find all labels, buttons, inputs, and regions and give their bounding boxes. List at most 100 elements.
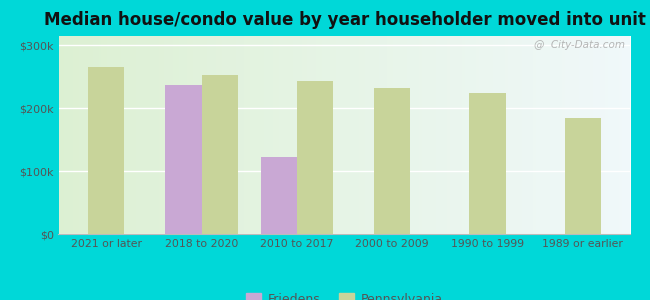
Bar [185,36,187,234]
Bar [147,36,150,234]
Bar [227,36,230,234]
Bar [104,36,107,234]
Bar [576,36,579,234]
Bar [402,36,404,234]
Bar [508,36,510,234]
Bar [622,36,625,234]
Bar [433,36,436,234]
Bar [204,36,207,234]
Bar [519,36,522,234]
Bar [136,36,138,234]
Bar [196,36,199,234]
Bar [90,36,93,234]
Bar [259,36,261,234]
Bar [253,36,256,234]
Bar [582,36,585,234]
Bar [213,36,216,234]
Bar [222,36,224,234]
Bar [296,36,299,234]
Bar [390,36,393,234]
Bar [447,36,450,234]
Bar [410,36,413,234]
Bar [179,36,181,234]
Bar [553,36,556,234]
Bar [608,36,610,234]
Bar [190,36,193,234]
Bar [342,36,345,234]
Bar [430,36,433,234]
Bar [167,36,170,234]
Bar [359,36,361,234]
Bar [328,36,330,234]
Bar [376,36,379,234]
Bar [619,36,622,234]
Bar [165,85,202,234]
Bar [485,36,488,234]
Bar [365,36,367,234]
Bar [496,36,499,234]
Bar [307,36,310,234]
Bar [276,36,279,234]
Bar [138,36,142,234]
Bar [324,36,328,234]
Bar [567,36,571,234]
Bar [459,36,462,234]
Bar [122,36,124,234]
Bar [510,36,514,234]
Bar [379,36,382,234]
Bar [164,36,167,234]
Bar [488,36,490,234]
Bar [419,36,422,234]
Bar [116,36,118,234]
Bar [596,36,599,234]
Bar [610,36,614,234]
Bar [159,36,161,234]
Bar [99,36,101,234]
Bar [545,36,547,234]
Bar [533,36,536,234]
Bar [353,36,356,234]
Bar [393,36,396,234]
Bar [176,36,179,234]
Bar [67,36,70,234]
Bar [316,36,318,234]
Bar [310,36,313,234]
Bar [370,36,373,234]
Bar [522,36,525,234]
Bar [350,36,353,234]
Bar [396,36,399,234]
Bar [304,36,307,234]
Bar [361,36,365,234]
Bar [565,118,601,234]
Bar [153,36,156,234]
Bar [202,75,238,234]
Bar [442,36,445,234]
Bar [285,36,287,234]
Bar [130,36,133,234]
Bar [64,36,67,234]
Bar [502,36,504,234]
Bar [107,36,110,234]
Bar [133,36,136,234]
Bar [356,36,359,234]
Bar [374,88,410,234]
Bar [267,36,270,234]
Bar [528,36,530,234]
Bar [202,36,204,234]
Bar [614,36,616,234]
Bar [218,36,222,234]
Bar [347,36,350,234]
Bar [216,36,218,234]
Bar [344,36,347,234]
Bar [96,36,99,234]
Bar [445,36,447,234]
Bar [150,36,153,234]
Bar [173,36,176,234]
Bar [113,36,116,234]
Bar [593,36,596,234]
Bar [551,36,553,234]
Bar [93,36,96,234]
Bar [547,36,551,234]
Bar [273,36,276,234]
Bar [450,36,453,234]
